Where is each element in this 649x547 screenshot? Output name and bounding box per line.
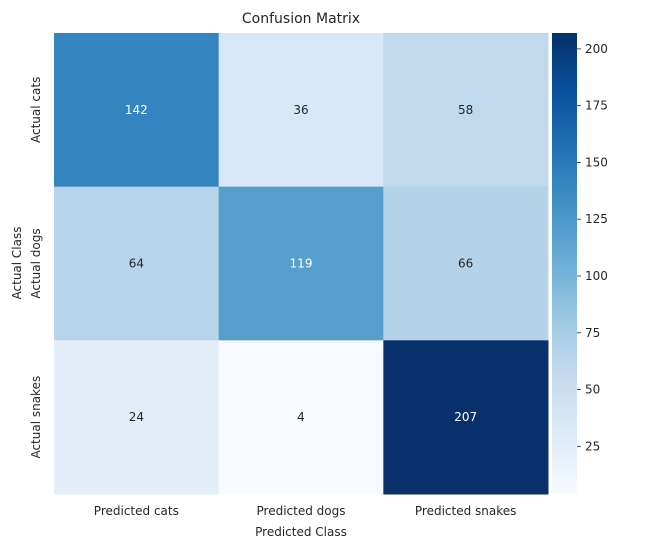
y-tick-labels: Actual cats Actual dogs Actual snakes: [29, 77, 43, 459]
colorbar-tick-label: 200: [585, 42, 608, 56]
cell-value-label: 24: [129, 410, 144, 424]
colorbar-tick-label: 75: [585, 326, 600, 340]
heatmap-cells: [54, 33, 549, 495]
x-tick-label: Predicted snakes: [415, 504, 517, 518]
heatmap-cell: [218, 340, 384, 495]
cell-value-label: 207: [454, 410, 477, 424]
x-tick-labels: Predicted cats Predicted dogs Predicted sn…: [94, 504, 517, 518]
colorbar-tick-label: 150: [585, 155, 608, 169]
cell-value-label: 58: [458, 103, 473, 117]
heatmap-cell: [54, 186, 220, 341]
x-axis-label: Predicted Class: [255, 525, 347, 539]
x-tick-label: Predicted dogs: [257, 504, 346, 518]
colorbar-tick-label: 100: [585, 269, 608, 283]
heatmap-cell: [383, 33, 549, 188]
colorbar-tick-label: 25: [585, 439, 600, 453]
y-axis-label: Actual Class: [10, 227, 24, 300]
heatmap-cell: [54, 340, 220, 495]
colorbar: [552, 33, 577, 494]
heatmap-cell: [218, 33, 384, 188]
heatmap-cell: [383, 186, 549, 341]
chart-title: Confusion Matrix: [242, 11, 360, 27]
cell-value-label: 36: [293, 103, 308, 117]
colorbar-tick-label: 175: [585, 99, 608, 113]
heatmap-cell: [383, 340, 549, 495]
colorbar-tick-label: 50: [585, 383, 600, 397]
cell-value-label: 66: [458, 257, 473, 271]
heatmap-cell: [54, 33, 220, 188]
cell-value-label: 4: [297, 410, 305, 424]
cell-value-label: 119: [290, 257, 313, 271]
heatmap-cell-labels: 142 36 58 64 119 66 24 4 207: [125, 103, 477, 424]
cell-value-label: 64: [129, 257, 144, 271]
colorbar-tick-labels: 25 50 75 100 125 150 175 200: [577, 42, 608, 453]
y-tick-label: Actual dogs: [29, 228, 43, 298]
y-tick-label: Actual cats: [29, 77, 43, 143]
colorbar-tick-label: 125: [585, 212, 608, 226]
y-tick-label: Actual snakes: [29, 376, 43, 459]
cell-value-label: 142: [125, 103, 148, 117]
x-tick-label: Predicted cats: [94, 504, 179, 518]
heatmap-cell: [218, 186, 384, 341]
